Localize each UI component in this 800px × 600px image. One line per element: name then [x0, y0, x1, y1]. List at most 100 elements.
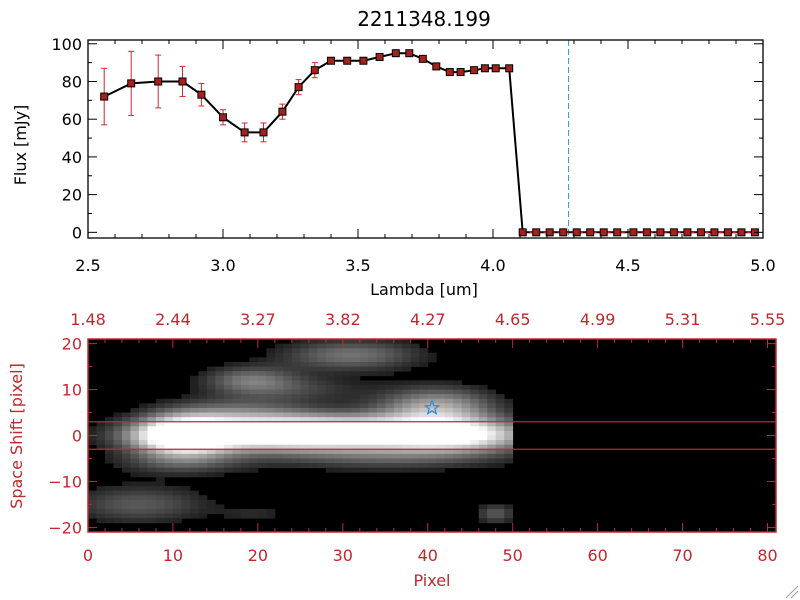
data-point	[545, 228, 554, 237]
image-pixel	[257, 449, 267, 455]
image-pixel	[274, 371, 284, 377]
image-pixel	[410, 417, 420, 423]
image-pixel	[198, 467, 208, 473]
image-pixel	[300, 435, 310, 441]
image-pixel	[130, 426, 140, 432]
image-pixel	[198, 463, 208, 469]
image-pixel	[317, 371, 327, 377]
image-pixel	[274, 426, 284, 432]
image-pixel	[164, 398, 174, 404]
image-pixel	[189, 398, 199, 404]
image-pixel	[368, 384, 378, 390]
image-pixel	[325, 366, 335, 372]
spectral-image-plot: 0 10 20 30 40 50 60 70 80 1.48 2.44 3.27 3.82 4.27 4.6…	[48, 310, 785, 565]
image-pixel	[198, 417, 208, 423]
image-pixel	[88, 430, 97, 436]
image-pixel	[291, 449, 301, 455]
data-point	[518, 228, 527, 237]
image-pixel	[138, 430, 148, 436]
image-pixel	[495, 435, 505, 441]
image-pixel	[368, 440, 378, 446]
image-pixel	[410, 458, 420, 464]
image-pixel	[240, 394, 250, 400]
image-pixel	[155, 412, 165, 418]
image-pixel	[274, 366, 284, 372]
image-pixel	[487, 518, 497, 524]
image-pixel	[308, 375, 318, 381]
image-pixel	[300, 371, 310, 377]
image-pixel	[291, 361, 301, 367]
image-pixel	[266, 403, 276, 409]
image-pixel	[138, 421, 148, 427]
image-pixel	[181, 407, 191, 413]
image-pixel	[410, 398, 420, 404]
image-pixel	[385, 348, 395, 354]
wavelength-tick-label: 4.65	[495, 310, 531, 329]
image-pixel	[487, 449, 497, 455]
image-pixel	[249, 426, 259, 432]
image-pixel	[368, 458, 378, 464]
image-pixel	[342, 435, 352, 441]
image-pixel	[495, 412, 505, 418]
image-pixel	[342, 463, 352, 469]
image-pixel	[368, 361, 378, 367]
image-pixel	[317, 361, 327, 367]
image-pixel	[419, 421, 429, 427]
image-pixel	[257, 394, 267, 400]
image-pixel	[317, 407, 327, 413]
image-pixel	[172, 495, 182, 501]
image-pixel	[359, 394, 369, 400]
image-pixel	[470, 417, 480, 423]
image-pixel	[504, 407, 514, 413]
image-pixel	[308, 357, 318, 363]
image-pixel	[104, 435, 114, 441]
image-pixel	[274, 380, 284, 386]
image-pixel	[393, 458, 403, 464]
image-pixel	[206, 384, 216, 390]
image-pixel	[376, 426, 386, 432]
image-pixel	[283, 380, 293, 386]
image-pixel	[325, 371, 335, 377]
image-pixel	[198, 375, 208, 381]
image-pixel	[385, 453, 395, 459]
image-pixel	[334, 389, 344, 395]
image-pixel	[393, 380, 403, 386]
image-pixel	[198, 394, 208, 400]
image-pixel	[300, 412, 310, 418]
image-pixel	[334, 380, 344, 386]
data-point	[683, 228, 692, 237]
image-pixel	[342, 430, 352, 436]
image-pixel	[249, 380, 259, 386]
image-pixel	[223, 361, 233, 367]
pixel-tick-label: 80	[757, 546, 777, 565]
image-pixel	[257, 361, 267, 367]
image-pixel	[257, 463, 267, 469]
image-pixel	[232, 375, 242, 381]
image-pixel	[138, 499, 148, 505]
image-pixel	[113, 504, 123, 510]
image-pixel	[240, 513, 250, 519]
image-pixel	[147, 417, 157, 423]
image-pixel	[240, 444, 250, 450]
image-pixel	[334, 430, 344, 436]
image-pixel	[359, 458, 369, 464]
image-pixel	[121, 481, 131, 487]
image-pixel	[206, 412, 216, 418]
image-pixel	[487, 394, 497, 400]
image-pixel	[402, 352, 412, 358]
image-pixel	[121, 412, 131, 418]
resize-grip-icon[interactable]	[785, 585, 799, 599]
image-pixel	[249, 435, 259, 441]
image-pixel	[376, 398, 386, 404]
image-pixel	[376, 444, 386, 450]
image-pixel	[461, 435, 471, 441]
image-pixel	[155, 440, 165, 446]
image-pixel	[376, 380, 386, 386]
image-pixel	[385, 343, 395, 349]
image-pixel	[444, 398, 454, 404]
image-pixel	[257, 513, 267, 519]
x-tick-label: 4.0	[480, 256, 505, 275]
image-pixel	[325, 352, 335, 358]
image-pixel	[410, 463, 420, 469]
image-pixel	[155, 518, 165, 524]
